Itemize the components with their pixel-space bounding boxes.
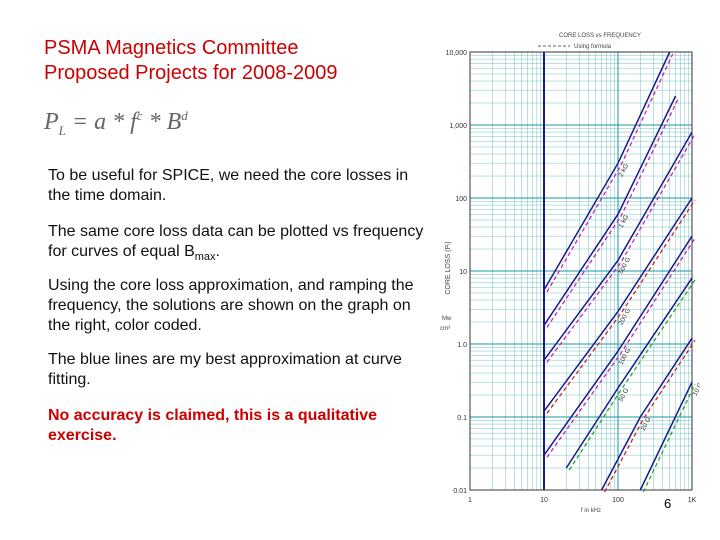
y-tick-label: 10 [459, 269, 467, 276]
y-tick-label: 0.1 [457, 415, 467, 422]
y-tick-label: 0.01 [453, 488, 467, 495]
y-tick-label: 1,000 [449, 123, 467, 130]
series-fit-line [543, 235, 693, 456]
plot-frame [469, 51, 693, 491]
series-fit-line [639, 381, 693, 491]
series-fit-line [565, 277, 693, 469]
y-tick-label: 1.0 [457, 342, 467, 349]
core-loss-formula: PL = a * fc * Bd [44, 108, 188, 138]
y-units-top: Mw [442, 316, 452, 322]
page-number: 6 [664, 496, 672, 511]
series-formula-line [546, 237, 696, 458]
title-line-2: Proposed Projects for 2008-2009 [44, 62, 338, 84]
series-formula-line [568, 279, 696, 471]
series-fit-line [543, 51, 671, 291]
y-tick-label: 10,000 [446, 50, 468, 57]
series-fit-line [600, 337, 693, 491]
series-label: 100 G [618, 347, 632, 366]
series-formula-line [642, 383, 696, 493]
paragraph-spice: To be useful for SPICE, we need the core… [48, 167, 409, 204]
series-fit-line [543, 131, 693, 361]
core-loss-chart: 10,000 1,000 100 10 1.0 0.1 0.011 10 100 1K CORE L… [440, 33, 700, 514]
paragraph-disclaimer: No accuracy is claimed, this is a qualit… [48, 407, 378, 444]
y-tick-label: 100 [455, 196, 467, 203]
slide-title: PSMA Magnetics Committee Proposed Projec… [44, 36, 338, 86]
paragraph-blue-lines: The blue lines are my best approximation… [48, 351, 402, 388]
legend-label: Using formula [574, 44, 612, 50]
series-fit-line [543, 197, 693, 412]
series-label: 200 G [618, 307, 632, 326]
x-axis-label: f in kHz [581, 508, 601, 514]
series-formula-line [546, 97, 680, 328]
paragraph-plot-vs-frequency: The same core loss data can be plotted v… [48, 223, 424, 264]
x-tick-label: 1K [688, 497, 697, 504]
y-axis-label: CORE LOSS (Pₗ) [445, 241, 452, 294]
series-label: 10 G [692, 381, 700, 397]
series-fit-line [543, 95, 677, 326]
chart-title: CORE LOSS vs FREQUENCY [559, 33, 641, 39]
series-label: 500 G [618, 256, 632, 275]
x-tick-label: 1 [468, 497, 472, 504]
y-units-bottom: cm³ [440, 326, 450, 332]
title-line-1: PSMA Magnetics Committee [44, 37, 299, 59]
paragraph-approximation: Using the core loss approximation, and r… [48, 277, 414, 334]
x-tick-label: 10 [540, 497, 548, 504]
x-tick-label: 100 [612, 497, 624, 504]
